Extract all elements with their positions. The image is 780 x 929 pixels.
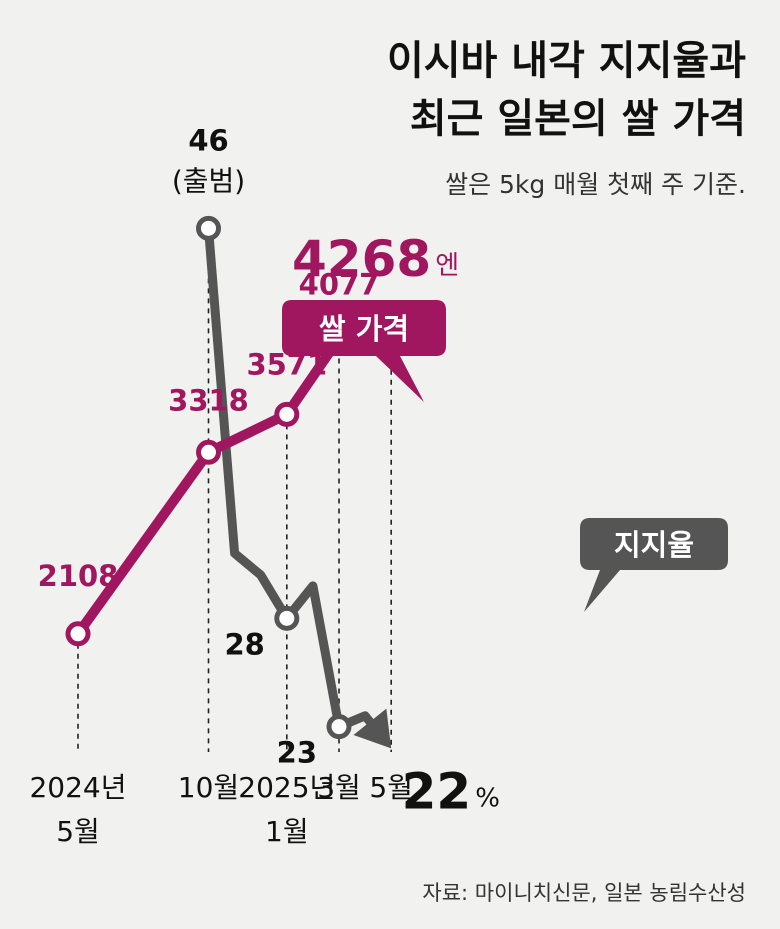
approval-point-marker xyxy=(196,215,221,241)
approval-arrowhead xyxy=(353,708,392,749)
chart-title-line1: 이시바 내각 지지율과 xyxy=(387,38,746,84)
x-tick-label: 5월 xyxy=(369,771,413,804)
rice-data-label: 3571 xyxy=(246,347,327,381)
rice-callout-bubble xyxy=(282,300,446,402)
source-note: 자료: 마이니치신문, 일본 농림수산성 xyxy=(422,881,746,905)
gridlines xyxy=(77,228,393,752)
x-tick-label: 2024년 xyxy=(29,771,126,804)
approval-unit: % xyxy=(475,783,500,813)
rice-point-marker xyxy=(274,401,300,427)
approval-callout-bubble xyxy=(580,518,728,612)
rice-unit: 엔 xyxy=(435,251,459,281)
chart-subtitle: 쌀은 5kg 매월 첫째 주 기준. xyxy=(445,170,746,199)
approval-callout-label: 지지율 xyxy=(614,528,694,562)
approval-data-label: 23 xyxy=(277,736,317,770)
approval-launch-note: (출범) xyxy=(172,164,245,197)
callouts: 쌀 가격 지지율 xyxy=(282,300,728,612)
x-tick-label: 2025년 xyxy=(238,771,335,804)
rice-callout-label: 쌀 가격 xyxy=(319,312,409,346)
rice-final-value: 4268 xyxy=(292,230,431,288)
x-tick-label: 3월 xyxy=(317,771,361,804)
rice-data-label: 4077 xyxy=(299,267,380,301)
x-tick-label: 10월 xyxy=(178,771,239,804)
approval-final-value: 22 xyxy=(402,762,472,820)
approval-point-marker xyxy=(274,605,300,631)
x-tick-label-line2: 1월 xyxy=(265,815,309,848)
x-tick-label-line2: 5월 xyxy=(56,815,100,848)
approval-data-label: 28 xyxy=(224,627,264,661)
approval-data-label: 46 xyxy=(188,123,228,157)
rice-point-marker xyxy=(65,621,91,647)
approval-point-marker xyxy=(326,714,352,740)
chart-title-line2: 최근 일본의 쌀 가격 xyxy=(410,96,746,142)
approval-series xyxy=(196,215,392,749)
rice-data-label: 3318 xyxy=(168,383,249,417)
rice-data-label: 2108 xyxy=(38,559,119,593)
approval-line xyxy=(204,223,385,739)
rice-point-marker xyxy=(196,439,221,465)
